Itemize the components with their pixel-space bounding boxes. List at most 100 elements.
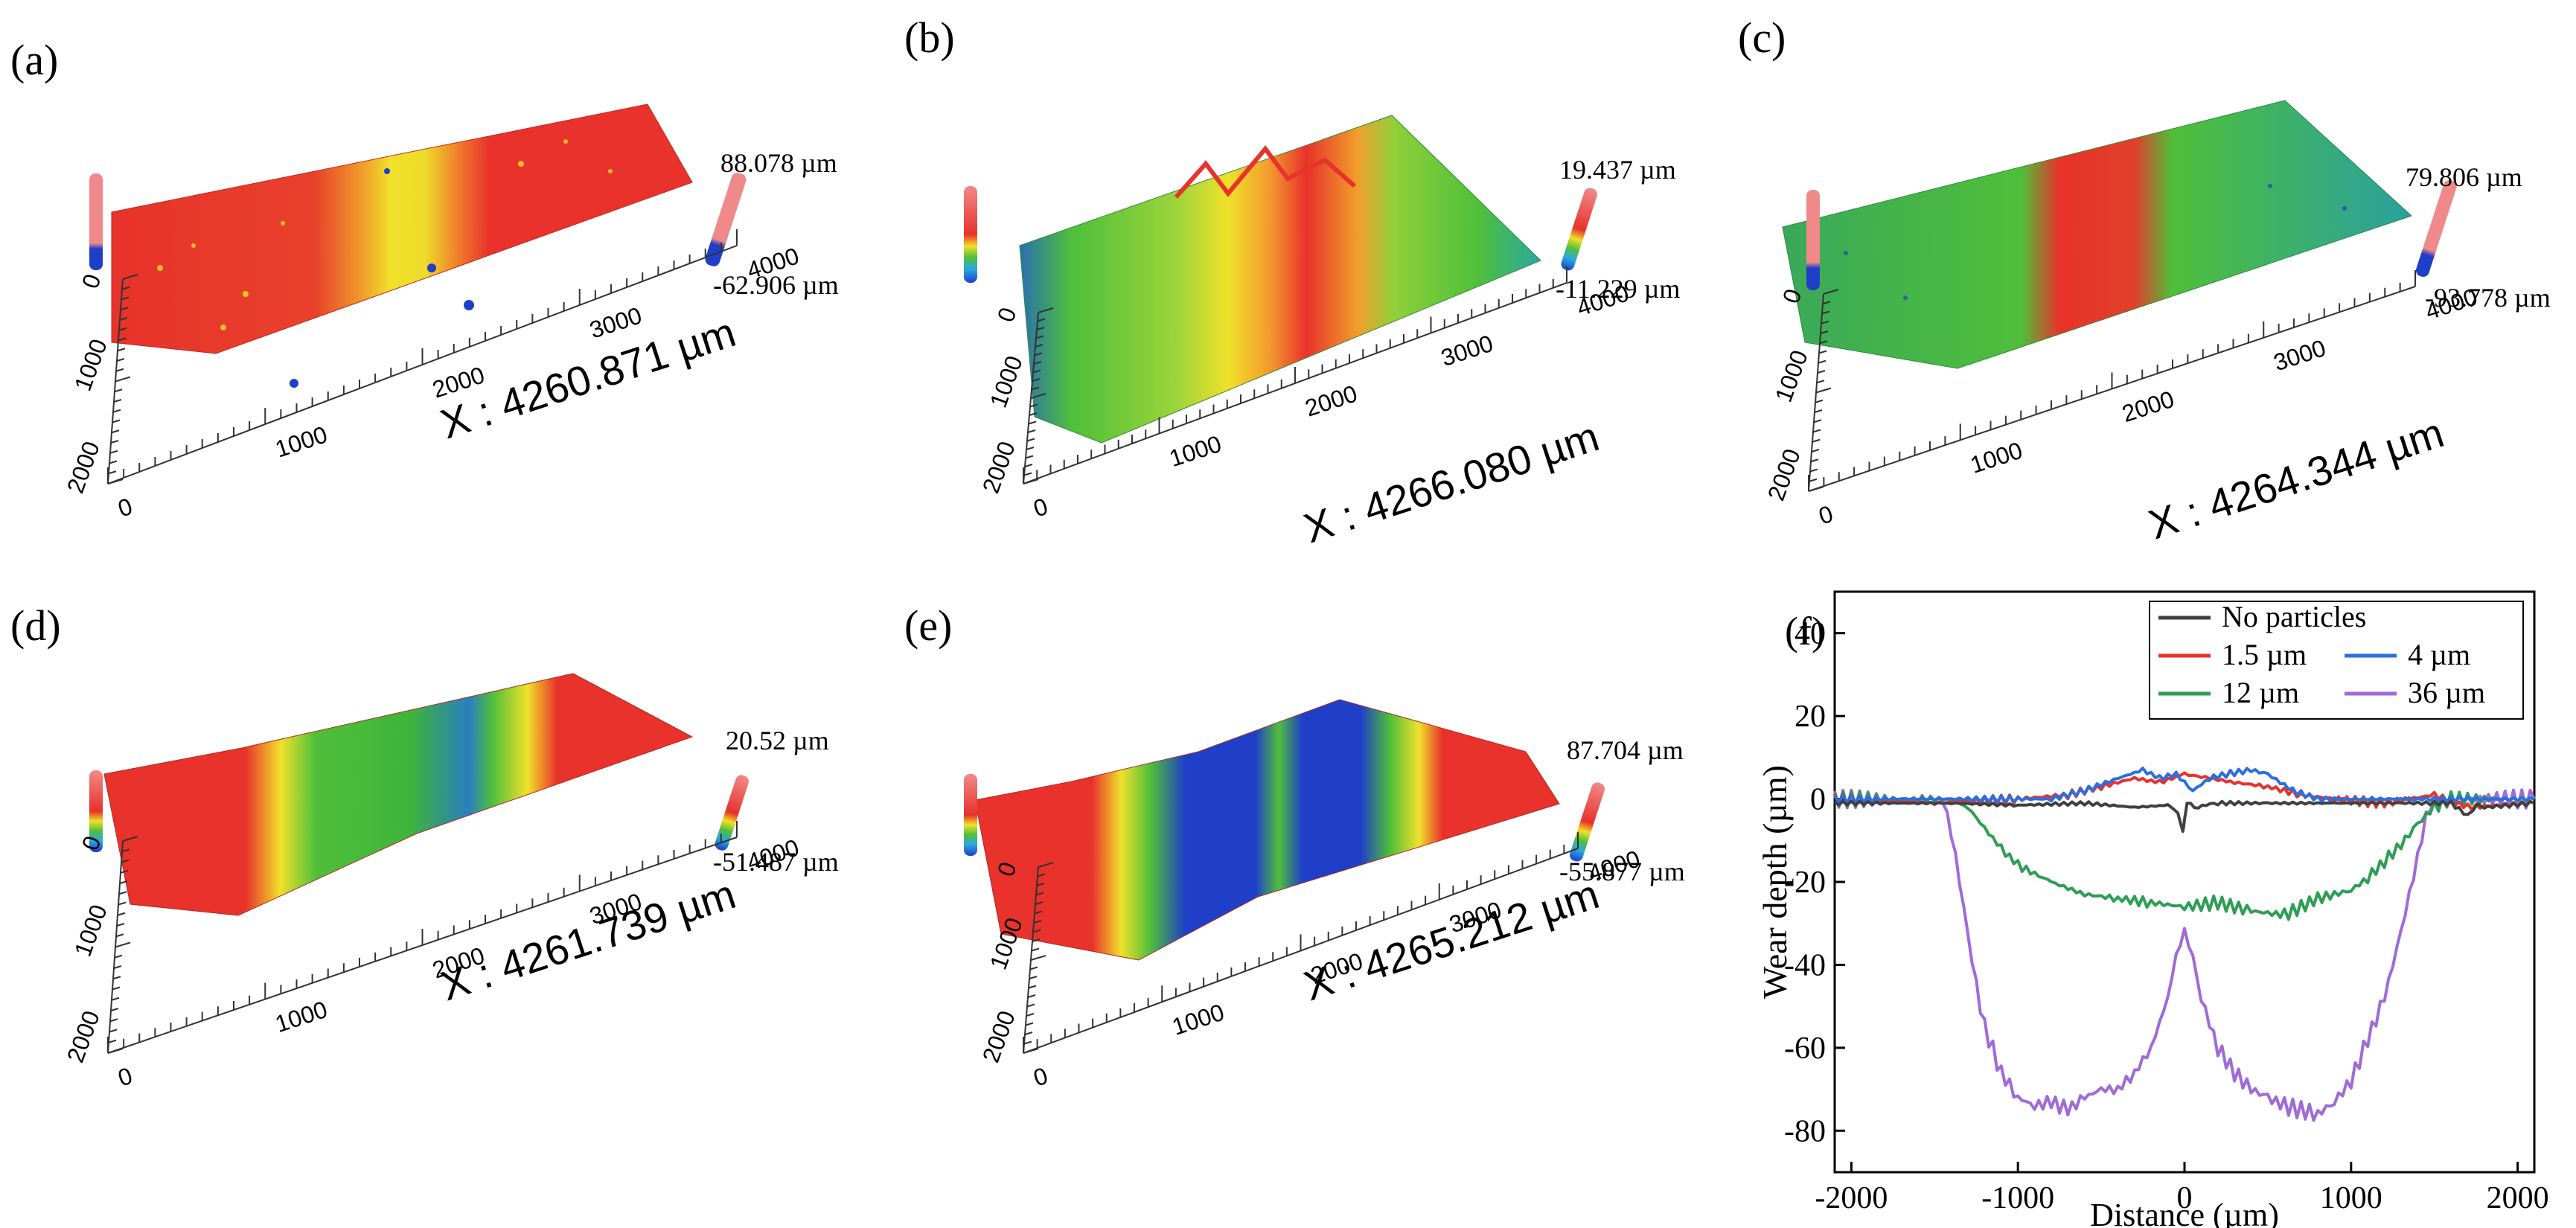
y-axis-tick: [117, 348, 126, 352]
y-axis-tick: [111, 997, 120, 1001]
y-axis-tick: [1818, 350, 1827, 354]
x-tick-label: -1000: [1981, 1181, 2054, 1215]
y-axis-tick: [1034, 352, 1043, 356]
z-min-label: -55.877 µm: [1559, 857, 1685, 886]
y-axis-tick: [115, 368, 124, 372]
colorbar-right: [705, 173, 747, 266]
y-tick-label: 1000: [985, 352, 1028, 411]
y-axis-tick: [1036, 327, 1045, 330]
z-max-label: 87.704 µm: [1567, 735, 1684, 765]
y-axis-tick: [121, 286, 130, 290]
colorbar-right: [1561, 188, 1597, 271]
y-axis-tick: [115, 376, 131, 383]
y-axis-tick: [1029, 976, 1038, 979]
y-axis-tick: [1035, 892, 1044, 896]
y-axis-tick: [1026, 1013, 1035, 1017]
y-axis-tick: [1031, 386, 1040, 391]
y-axis-tick: [1025, 455, 1034, 459]
y-axis-tick: [1029, 966, 1038, 970]
y-axis-tick: [1037, 318, 1046, 322]
z-min-label: -51.487 µm: [713, 847, 839, 877]
y-tick-label: 2000: [1762, 445, 1806, 504]
y-axis-tick: [107, 479, 124, 485]
y-tick-label: 0: [992, 304, 1022, 325]
z-min-label: -11.229 µm: [1556, 274, 1680, 304]
y-axis-tick: [1027, 429, 1036, 433]
y-axis-tick: [1030, 955, 1046, 961]
y-axis-tick: [1031, 947, 1040, 952]
panel-label: (e): [904, 601, 952, 650]
y-axis-title: Wear depth (µm): [1756, 765, 1794, 999]
panel-label: (b): [904, 13, 955, 62]
y-axis-tick: [1029, 403, 1038, 408]
x-tick-label: 2000: [2487, 1181, 2549, 1215]
y-axis-tick: [120, 869, 129, 874]
y-axis-tick: [110, 1008, 119, 1011]
y-axis-tick: [119, 317, 128, 321]
y-axis-tick: [118, 327, 127, 331]
y-axis-tick: [1037, 873, 1046, 877]
x-axis-title: X : 4264.344 µm: [2143, 409, 2449, 548]
legend-label: 12 µm: [2222, 676, 2299, 709]
y-axis-tick: [1024, 464, 1033, 467]
y-axis-tick: [1032, 929, 1041, 933]
y-axis-tick: [1026, 438, 1035, 442]
y-axis-tick: [1027, 994, 1036, 998]
y-axis-tick: [109, 450, 118, 454]
y-axis-tick: [1032, 938, 1041, 942]
y-axis-tick: [1033, 361, 1042, 365]
y-tick-label: 1000: [1770, 347, 1813, 406]
x-tick-label: 1000: [1166, 430, 1225, 472]
surface-3d: [974, 699, 1560, 961]
surface-3d: [1019, 115, 1541, 444]
surface-3d: [1782, 100, 2412, 369]
y-axis-tick: [1030, 393, 1046, 399]
y-axis-tick: [113, 399, 122, 403]
y-axis-tick: [1818, 359, 1826, 364]
x-tick-label: 0: [115, 493, 135, 522]
y-axis-tick: [1038, 307, 1054, 313]
z-max-label: 79.806 µm: [2406, 162, 2522, 192]
y-axis-tick: [118, 891, 127, 895]
y-axis-tick: [1029, 412, 1038, 416]
surface-speckles: [157, 139, 613, 330]
x-tick-label: 2000: [2119, 386, 2178, 427]
y-tick-label: -60: [1784, 1032, 1826, 1066]
y-axis-tick: [107, 1048, 124, 1054]
colorbar-right: [2415, 180, 2457, 277]
x-tick-label: 1000: [272, 996, 330, 1037]
panel-label: (c): [1738, 13, 1786, 62]
y-axis-tick: [1028, 420, 1037, 425]
y-axis-tick: [1814, 409, 1823, 413]
y-tick-label: 2000: [62, 1007, 105, 1066]
z-min-label: -62.906 µm: [713, 270, 839, 300]
legend-label: 1.5 µm: [2222, 638, 2307, 671]
y-axis-tick: [109, 1018, 118, 1023]
y-tick-label: 2000: [977, 438, 1020, 496]
y-axis-tick: [114, 388, 123, 393]
panel-label: (d): [10, 601, 61, 650]
colorbar-right: [715, 775, 749, 851]
x-tick-label: 2000: [1302, 380, 1361, 421]
y-axis-tick: [118, 901, 127, 906]
y-axis-tick: [1817, 370, 1826, 374]
y-axis-tick: [122, 836, 138, 842]
surface-speckles: [1844, 184, 2347, 300]
y-axis-tick: [112, 986, 121, 991]
series-line-36-m: [1833, 788, 2536, 1122]
colorbar-left: [964, 774, 977, 856]
panel-label: (a): [10, 36, 58, 84]
y-tick-label: 2000: [977, 1007, 1020, 1066]
y-axis-tick: [1810, 458, 1819, 463]
y-axis-tick: [109, 1029, 118, 1033]
y-tick-label: 1000: [985, 914, 1028, 973]
legend-box: [2149, 601, 2524, 720]
y-axis-tick: [1034, 910, 1043, 915]
y-axis-tick: [112, 976, 121, 980]
panel-f-chart: (f) -2000 -1000 0 1000 2000 40 20 0 -20 -40 -60 -80…: [1756, 590, 2549, 1228]
x-tick-label: 0: [1030, 1062, 1051, 1092]
y-axis-tick: [1024, 1032, 1033, 1035]
y-axis-tick: [112, 419, 121, 423]
y-axis-tick: [122, 274, 138, 280]
panel-b: (b) 19.437 µm -11.229 µm X : 4266.080 µm…: [904, 13, 1680, 551]
